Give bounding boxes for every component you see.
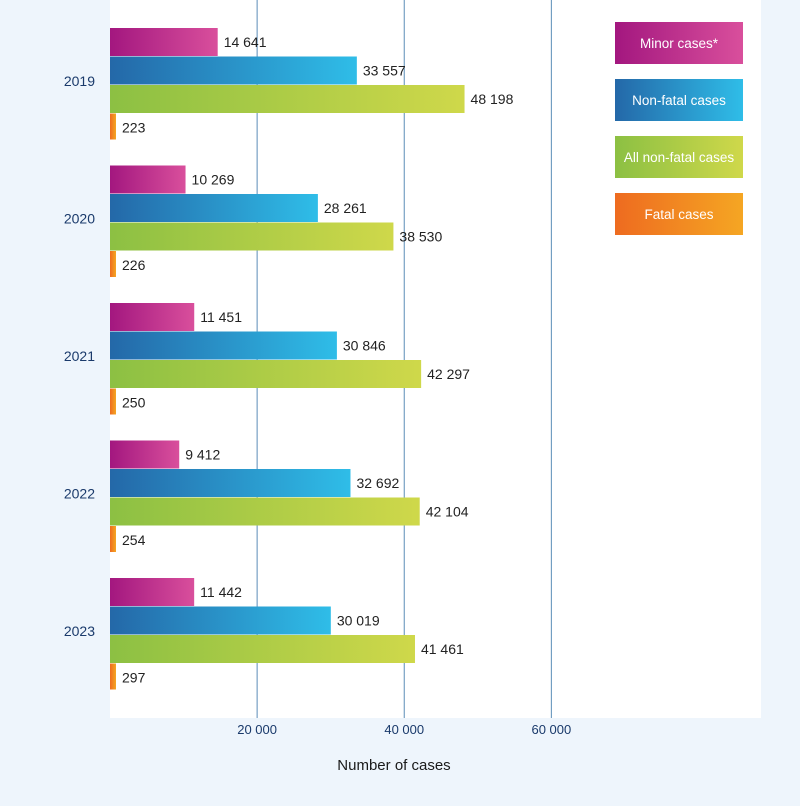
bar-value-label: 33 557 — [363, 63, 406, 79]
legend-swatch — [615, 79, 743, 121]
category-labels: 2019 2020 2021 2022 2023 — [64, 73, 95, 639]
bar-value-label: 30 846 — [343, 338, 386, 354]
legend-label: Minor cases* — [640, 36, 719, 51]
bar-value-label: 226 — [122, 257, 146, 273]
bar-value-label: 32 692 — [356, 475, 399, 491]
bar — [110, 440, 180, 469]
x-tick-label: 40 000 — [384, 722, 424, 737]
x-tick-label: 60 000 — [531, 722, 571, 737]
bars — [110, 28, 465, 690]
value-labels: 14 641 33 557 48 198 223 10 269 28 261 38 530 2… — [122, 34, 514, 686]
bar — [110, 388, 116, 415]
bar — [110, 113, 116, 140]
bar-value-label: 223 — [122, 120, 146, 136]
bar — [110, 251, 116, 277]
legend-label: All non-fatal cases — [624, 150, 735, 165]
bar — [110, 56, 357, 85]
bar-value-label: 11 451 — [200, 309, 242, 325]
legend: Minor cases* Non-fatal cases All non-fatal… — [615, 22, 743, 235]
bar — [110, 331, 337, 360]
legend-label: Fatal cases — [644, 207, 713, 222]
bar-value-label: 10 269 — [192, 172, 235, 188]
bar-value-label: 254 — [122, 532, 146, 548]
bar-value-label: 250 — [122, 395, 146, 411]
bar — [110, 85, 465, 113]
category-label: 2020 — [64, 211, 95, 227]
bar-value-label: 11 442 — [200, 584, 242, 600]
bar-value-label: 30 019 — [337, 613, 380, 629]
bar — [110, 469, 351, 497]
legend-swatch — [615, 22, 743, 64]
legend-label: Non-fatal cases — [632, 93, 726, 108]
bar — [110, 526, 116, 552]
bar — [110, 194, 318, 222]
bar-value-label: 41 461 — [421, 641, 464, 657]
category-label: 2022 — [64, 486, 95, 502]
x-tick-label: 20 000 — [237, 722, 277, 737]
bar — [110, 606, 331, 635]
bar-value-label: 42 104 — [426, 504, 469, 520]
bar-value-label: 28 261 — [324, 200, 367, 216]
bar — [110, 165, 186, 194]
bar — [110, 497, 420, 526]
bar-value-label: 297 — [122, 670, 146, 686]
bar-value-label: 42 297 — [427, 366, 470, 382]
bar — [110, 635, 415, 663]
bar — [110, 28, 218, 56]
bar-value-label: 9 412 — [185, 447, 220, 463]
category-label: 2019 — [64, 73, 95, 89]
bar-value-label: 48 198 — [471, 91, 514, 107]
x-tick-labels: 20 000 40 000 60 000 — [237, 722, 571, 737]
legend-swatch — [615, 193, 743, 235]
bar — [110, 303, 195, 331]
bar-value-label: 38 530 — [399, 229, 442, 245]
x-axis-title: Number of cases — [337, 757, 450, 774]
bar — [110, 578, 195, 606]
category-label: 2021 — [64, 348, 95, 364]
bar — [110, 360, 422, 388]
bar-value-label: 14 641 — [224, 34, 267, 50]
bar — [110, 222, 394, 251]
bar — [110, 663, 116, 690]
category-label: 2023 — [64, 623, 95, 639]
legend-swatch — [615, 136, 743, 178]
